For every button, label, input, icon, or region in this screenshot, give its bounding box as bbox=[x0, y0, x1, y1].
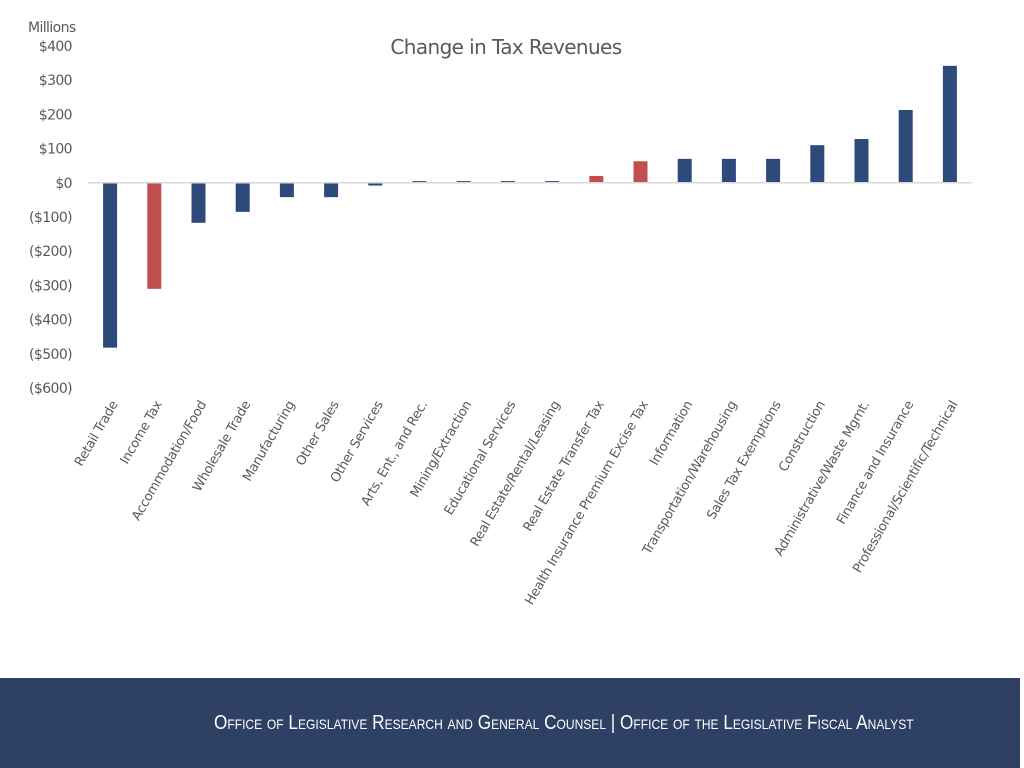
y-tick-label: $300 bbox=[39, 73, 72, 89]
y-tick-label: ($600) bbox=[29, 381, 72, 397]
y-axis: $400 $300 $200 $100 $0 ($100) ($200) ($300) ($40… bbox=[29, 39, 73, 397]
bar bbox=[810, 145, 825, 183]
bar bbox=[191, 182, 206, 223]
bar bbox=[942, 65, 957, 183]
bar bbox=[456, 181, 471, 183]
bar bbox=[500, 181, 515, 183]
y-tick-label: $400 bbox=[39, 39, 72, 55]
bars-group bbox=[103, 65, 957, 348]
bar bbox=[103, 182, 118, 348]
bar bbox=[766, 158, 781, 183]
bar bbox=[545, 181, 560, 183]
bar bbox=[633, 161, 648, 183]
y-tick-label: ($300) bbox=[29, 278, 72, 294]
y-tick-label: $200 bbox=[39, 107, 72, 123]
bar bbox=[589, 175, 604, 183]
y-axis-unit-label: Millions bbox=[28, 20, 76, 36]
x-tick-label: Other Sales bbox=[293, 398, 342, 469]
y-tick-label: $0 bbox=[55, 176, 72, 192]
x-tick-label: Retail Trade bbox=[72, 398, 122, 469]
bar bbox=[279, 182, 294, 198]
bar bbox=[898, 109, 913, 183]
y-tick-label: $100 bbox=[39, 142, 72, 158]
x-tick-label: Information bbox=[647, 398, 696, 468]
y-tick-label: ($500) bbox=[29, 347, 72, 363]
x-tick-label: Finance and Insurance bbox=[834, 398, 917, 527]
x-tick-label: Real Estate/Rental/Leasing bbox=[468, 398, 564, 549]
footer-banner: Office of Legislative Research and Gener… bbox=[0, 678, 1020, 768]
bar bbox=[854, 139, 869, 183]
bar bbox=[412, 181, 427, 183]
x-tick-label: Income Tax bbox=[118, 398, 167, 467]
x-tick-label: Construction bbox=[776, 398, 829, 474]
footer-text: Office of Legislative Research and Gener… bbox=[214, 712, 914, 734]
bar bbox=[235, 182, 250, 212]
bar bbox=[721, 158, 736, 183]
y-tick-label: ($100) bbox=[29, 210, 72, 226]
bar bbox=[147, 182, 162, 289]
y-tick-label: ($400) bbox=[29, 313, 72, 329]
chart-title: Change in Tax Revenues bbox=[390, 35, 621, 59]
y-tick-label: ($200) bbox=[29, 244, 72, 260]
bar-chart: Millions Change in Tax Revenues $400 $300… bbox=[28, 20, 972, 608]
bar bbox=[324, 182, 339, 198]
bar bbox=[368, 182, 383, 186]
bar bbox=[677, 158, 692, 183]
x-tick-label: Real Estate Transfer Tax bbox=[521, 398, 608, 534]
